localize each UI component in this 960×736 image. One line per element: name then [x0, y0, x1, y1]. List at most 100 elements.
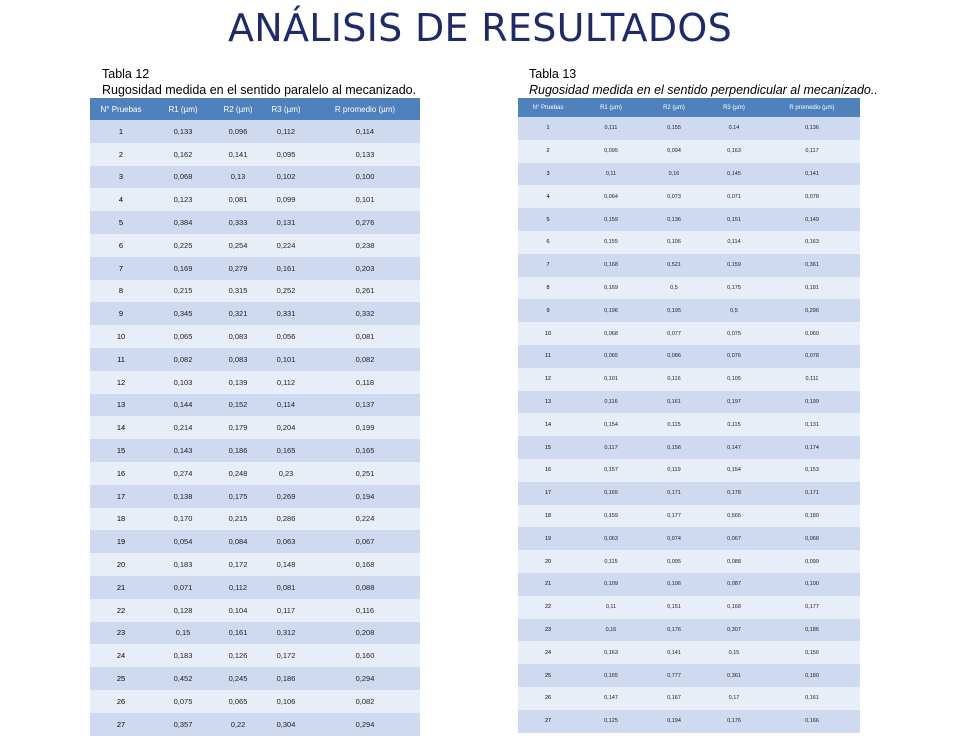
table12-row: 24 0,183 0,126 0,172 0,160: [90, 644, 420, 668]
table13-cell: 0,116: [578, 390, 644, 414]
table12-cell: 0,304: [262, 712, 310, 736]
table12-cell: 0,083: [214, 347, 262, 371]
table13-cell: 0,168: [704, 595, 764, 619]
table12-cell: 0,084: [214, 530, 262, 554]
table12-cell: 0,118: [310, 370, 420, 394]
table13-cell: 1: [518, 117, 578, 140]
table12-cell: 0,144: [152, 393, 214, 417]
table12-row: 18 0,170 0,215 0,286 0,224: [90, 507, 420, 531]
table12-cell: 0,179: [214, 416, 262, 440]
table13-cell: 0,163: [578, 641, 644, 665]
table12-row: 6 0,225 0,254 0,224 0,238: [90, 233, 420, 257]
table12-cell: 0,186: [214, 439, 262, 462]
table13-row: 20 0,115 0,095 0,088 0,099: [518, 550, 860, 573]
table13-cell: 9: [518, 299, 578, 323]
table13-cell: 0,151: [704, 208, 764, 231]
table13-cell: 0,119: [644, 458, 704, 482]
table13-cell: 0,117: [764, 139, 860, 163]
table13-cell: 0,149: [764, 208, 860, 231]
table13-cell: 0,165: [578, 481, 644, 505]
table13-cell: 25: [518, 664, 578, 687]
table12-cell: 0,172: [262, 644, 310, 668]
table12-cell: 0,333: [214, 211, 262, 234]
table12-cell: 0,294: [310, 667, 420, 690]
table13-cell: 0,777: [644, 664, 704, 687]
table12-cell: 0,269: [262, 484, 310, 508]
table12-cell: 0,194: [310, 484, 420, 508]
table13-cell: 13: [518, 390, 578, 414]
table13-row: 1 0,111 0,155 0,14 0,136: [518, 117, 860, 140]
table13-cell: 6: [518, 230, 578, 254]
table13-cell: 4: [518, 185, 578, 209]
table13-cell: 0,361: [704, 664, 764, 687]
table13-cell: 0,099: [764, 550, 860, 573]
table13-header-cell: R3 (µm): [704, 98, 764, 117]
table13-cell: 0,115: [704, 413, 764, 437]
table13-row: 3 0,11 0,16 0,145 0,141: [518, 162, 860, 186]
table13-cell: 0,197: [704, 390, 764, 414]
table12-cell: 0,081: [214, 188, 262, 212]
table13-cell: 0,095: [644, 550, 704, 573]
table13-cell: 0,159: [578, 504, 644, 528]
table13-cell: 7: [518, 253, 578, 277]
table12-cell: 0,183: [152, 553, 214, 576]
table13-row: 11 0,065 0,086 0,076 0,078: [518, 344, 860, 368]
table13-cell: 0,145: [704, 162, 764, 186]
table13-row: 5 0,159 0,136 0,151 0,149: [518, 208, 860, 231]
table13-label: Tabla 13: [529, 67, 577, 81]
table12-cell: 0,116: [310, 598, 420, 622]
table12-cell: 0,452: [152, 667, 214, 690]
table13-cell: 0,186: [764, 618, 860, 642]
table12-cell: 0,148: [262, 553, 310, 576]
table13-header-cell: R1 (µm): [578, 98, 644, 117]
table12-row: 10 0,065 0,083 0,056 0,081: [90, 325, 420, 348]
table12-cell: 0,123: [152, 188, 214, 212]
table13-cell: 18: [518, 504, 578, 528]
table13-cell: 0,073: [644, 185, 704, 209]
table12-row: 27 0,357 0,22 0,304 0,294: [90, 712, 420, 736]
table12-cell: 0,13: [214, 165, 262, 189]
table13-cell: 0,163: [704, 139, 764, 163]
table12-cell: 0,165: [310, 439, 420, 462]
table12-header-cell: R promedio (µm): [310, 98, 420, 120]
table12-cell: 0,175: [214, 484, 262, 508]
table13-cell: 0,156: [764, 641, 860, 665]
table12-cell: 0,112: [262, 370, 310, 394]
table12-cell: 26: [90, 689, 152, 713]
table12-cell: 0,165: [262, 439, 310, 462]
table13-cell: 0,159: [704, 253, 764, 277]
table13-cell: 5: [518, 208, 578, 231]
table12-cell: 0,162: [152, 142, 214, 166]
table13-cell: 27: [518, 709, 578, 733]
table13-cell: 0,17: [704, 686, 764, 710]
table12-cell: 24: [90, 644, 152, 668]
table13-cell: 0,5: [704, 299, 764, 323]
table13-cell: 11: [518, 344, 578, 368]
table12-cell: 0,054: [152, 530, 214, 554]
table12-header-cell: R2 (µm): [214, 98, 262, 120]
table13-header-cell: N° Pruebas: [518, 98, 578, 117]
table12-cell: 0,261: [310, 279, 420, 303]
table12-cell: 0,225: [152, 233, 214, 257]
table12-cell: 0,251: [310, 461, 420, 485]
table13-cell: 0,161: [764, 686, 860, 710]
table12-row: 16 0,274 0,248 0,23 0,251: [90, 461, 420, 485]
table12-cell: 0,172: [214, 553, 262, 576]
table13-cell: 0,165: [578, 664, 644, 687]
table13-cell: 24: [518, 641, 578, 665]
table13-cell: 0,100: [764, 572, 860, 596]
table13-row: 22 0,11 0,151 0,168 0,177: [518, 595, 860, 619]
table12-row: 15 0,143 0,186 0,165 0,165: [90, 439, 420, 462]
table12-cell: 15: [90, 439, 152, 462]
table12-cell: 0,133: [310, 142, 420, 166]
table12-cell: 0,082: [310, 689, 420, 713]
table12-cell: 0,279: [214, 256, 262, 280]
table12-cell: 19: [90, 530, 152, 554]
table13-cell: 0,076: [704, 344, 764, 368]
table12-row: 1 0,133 0,096 0,112 0,114: [90, 120, 420, 143]
table13-cell: 0,078: [764, 185, 860, 209]
table12-cell: 3: [90, 165, 152, 189]
table13-cell: 10: [518, 322, 578, 345]
table12-cell: 0,096: [214, 120, 262, 143]
table12-cell: 0,083: [214, 325, 262, 348]
